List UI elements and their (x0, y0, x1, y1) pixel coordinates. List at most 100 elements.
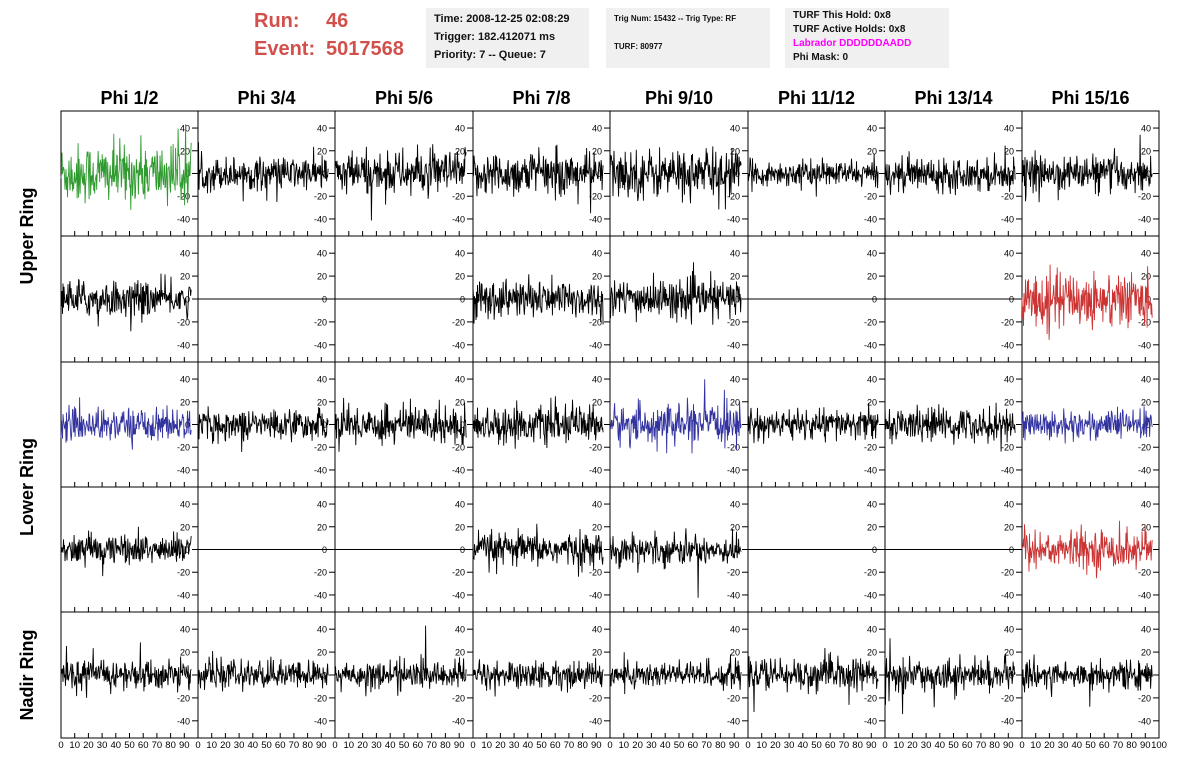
phi-mask-text: Phi Mask: 0 (793, 52, 849, 63)
waveform-trace-r3-c1 (60, 397, 192, 450)
x-tick-label-c2-8: 80 (302, 740, 313, 751)
y-tick-label-r2-c2-0: -40 (314, 340, 327, 350)
y-tick-label-r1-c7-4: 40 (1004, 124, 1014, 134)
y-tick-label-r4-c5-0: -40 (727, 590, 740, 600)
waveform-trace-r3-c6 (747, 402, 879, 444)
x-tick-label-c6-3: 30 (784, 740, 795, 751)
waveform-trace-r2-c8 (1021, 264, 1153, 340)
y-tick-label-r5-c7-1: -20 (1001, 693, 1014, 703)
x-tick-label-c3-5: 50 (399, 740, 410, 751)
y-tick-label-r3-c7-0: -40 (1001, 465, 1014, 475)
waveform-trace-r2-c5 (609, 262, 742, 325)
y-tick-label-r1-c1-0: -40 (177, 214, 190, 224)
waveform-trace-r2-c1 (60, 273, 192, 332)
y-tick-label-r5-c3-3: 20 (455, 648, 465, 658)
y-tick-label-r1-c1-1: -20 (177, 192, 190, 202)
row-label-2: Lower Ring (17, 438, 37, 536)
y-tick-label-r3-c1-4: 40 (180, 375, 190, 385)
y-tick-label-r2-c6-0: -40 (864, 340, 877, 350)
y-tick-label-r1-c5-4: 40 (730, 124, 740, 134)
y-tick-label-r1-c8-1: -20 (1138, 192, 1151, 202)
x-tick-label-c6-9: 90 (866, 740, 877, 751)
column-header-8: Phi 15/16 (1051, 88, 1129, 108)
waveform-trace-r5-c6 (747, 647, 879, 713)
waveform-trace-r4-c8 (1021, 520, 1153, 579)
waveform-trace-r3-c8 (1021, 406, 1153, 444)
y-tick-label-r3-c7-4: 40 (1004, 375, 1014, 385)
event-label: Event: (254, 38, 316, 60)
y-tick-label-r4-c4-3: 20 (592, 522, 602, 532)
y-tick-label-r4-c2-1: -20 (314, 568, 327, 578)
turf-hold-text: TURF This Hold: 0x8 (793, 10, 891, 21)
y-tick-label-r3-c7-1: -20 (1001, 443, 1014, 453)
trigger-text: Trigger: 182.412071 ms (434, 31, 556, 43)
x-tick-label-c6-5: 50 (811, 740, 822, 751)
x-tick-label-c6-1: 10 (756, 740, 767, 751)
y-tick-label-r2-c4-1: -20 (589, 317, 602, 327)
y-tick-label-r1-c6-3: 20 (867, 146, 877, 156)
y-tick-label-r5-c4-4: 40 (592, 625, 602, 635)
x-tick-label-c7-1: 10 (893, 740, 904, 751)
x-tick-label-c8-9: 90 (1140, 740, 1151, 751)
waveform-trace-r4-c1 (60, 526, 192, 577)
y-tick-label-r1-c8-0: -40 (1138, 214, 1151, 224)
x-tick-label-c4-8: 80 (577, 740, 588, 751)
y-tick-label-r2-c3-2: 0 (460, 295, 465, 305)
x-tick-label-c1-5: 50 (124, 740, 135, 751)
y-tick-label-r4-c6-4: 40 (867, 500, 877, 510)
run-value: 46 (326, 10, 349, 32)
y-tick-label-r4-c1-2: 0 (185, 545, 190, 555)
y-tick-label-r5-c1-1: -20 (177, 693, 190, 703)
y-tick-label-r2-c1-1: -20 (177, 317, 190, 327)
y-tick-label-r3-c3-3: 20 (455, 397, 465, 407)
y-tick-label-r3-c1-3: 20 (180, 397, 190, 407)
y-tick-label-r3-c4-2: 0 (597, 420, 602, 430)
y-tick-label-r2-c4-0: -40 (589, 340, 602, 350)
waveform-trace-r5-c5 (609, 652, 742, 695)
x-tick-label-c3-1: 10 (344, 740, 355, 751)
y-tick-label-r4-c8-0: -40 (1138, 590, 1151, 600)
y-tick-label-r2-c4-3: 20 (592, 272, 602, 282)
x-tick-label-c4-3: 30 (509, 740, 520, 751)
y-tick-label-r4-c2-4: 40 (317, 500, 327, 510)
x-tick-label-c2-3: 30 (234, 740, 245, 751)
x-tick-label-c3-7: 70 (426, 740, 437, 751)
x-tick-label-c4-0: 0 (470, 740, 475, 751)
x-tick-label-c1-8: 80 (165, 740, 176, 751)
y-tick-label-r2-c8-3: 20 (1141, 272, 1151, 282)
y-tick-label-r1-c6-0: -40 (864, 214, 877, 224)
y-tick-label-r1-c3-4: 40 (455, 124, 465, 134)
y-tick-label-r1-c4-3: 20 (592, 146, 602, 156)
column-header-6: Phi 11/12 (778, 88, 855, 108)
y-tick-label-r1-c4-4: 40 (592, 124, 602, 134)
time-text: Time: 2008-12-25 02:08:29 (434, 13, 570, 25)
x-tick-label-c3-0: 0 (332, 740, 337, 751)
x-tick-label-c4-4: 40 (523, 740, 534, 751)
y-tick-label-r2-c2-3: 20 (317, 272, 327, 282)
y-tick-label-r2-c2-1: -20 (314, 317, 327, 327)
waveform-trace-r5-c7 (884, 638, 1016, 715)
y-tick-label-r1-c8-3: 20 (1141, 146, 1151, 156)
waveform-trace-r4-c5 (609, 528, 742, 598)
y-tick-label-r3-c6-3: 20 (867, 397, 877, 407)
y-tick-label-r1-c2-0: -40 (314, 214, 327, 224)
x-tick-label-c3-3: 30 (371, 740, 382, 751)
y-tick-label-r1-c4-0: -40 (589, 214, 602, 224)
y-tick-label-r2-c7-0: -40 (1001, 340, 1014, 350)
y-tick-label-r4-c8-1: -20 (1138, 568, 1151, 578)
x-tick-label-c5-0: 0 (607, 740, 612, 751)
y-tick-label-r2-c6-3: 20 (867, 272, 877, 282)
y-tick-label-r2-c7-1: -20 (1001, 317, 1014, 327)
y-tick-label-r4-c6-3: 20 (867, 522, 877, 532)
y-tick-label-r4-c7-4: 40 (1004, 500, 1014, 510)
y-tick-label-r5-c6-4: 40 (867, 625, 877, 635)
y-tick-label-r1-c7-3: 20 (1004, 146, 1014, 156)
y-tick-label-r3-c4-4: 40 (592, 375, 602, 385)
y-tick-label-r1-c3-1: -20 (452, 192, 465, 202)
y-tick-label-r2-c5-3: 20 (730, 272, 740, 282)
y-tick-label-r1-c6-1: -20 (864, 192, 877, 202)
x-tick-label-c3-8: 80 (440, 740, 451, 751)
y-tick-label-r4-c2-3: 20 (317, 522, 327, 532)
waveform-trace-r3-c3 (334, 397, 467, 452)
y-tick-label-r1-c4-2: 0 (597, 169, 602, 179)
